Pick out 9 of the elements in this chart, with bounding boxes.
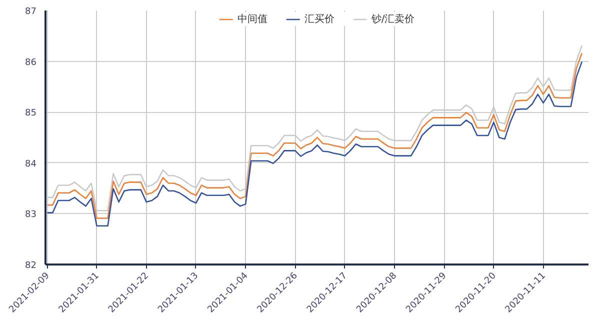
legend-label: 中间值: [237, 12, 268, 26]
legend-label: 钞/汇卖价: [371, 12, 415, 26]
y-tick-label: 82: [25, 261, 36, 271]
y-tick-label: 85: [25, 108, 36, 119]
y-tick-label: 84: [25, 159, 37, 170]
y-tick-label: 86: [25, 58, 37, 68]
y-tick-label: 87: [25, 7, 36, 17]
legend-label: 汇买价: [304, 13, 334, 26]
y-tick-label: 83: [25, 210, 36, 220]
